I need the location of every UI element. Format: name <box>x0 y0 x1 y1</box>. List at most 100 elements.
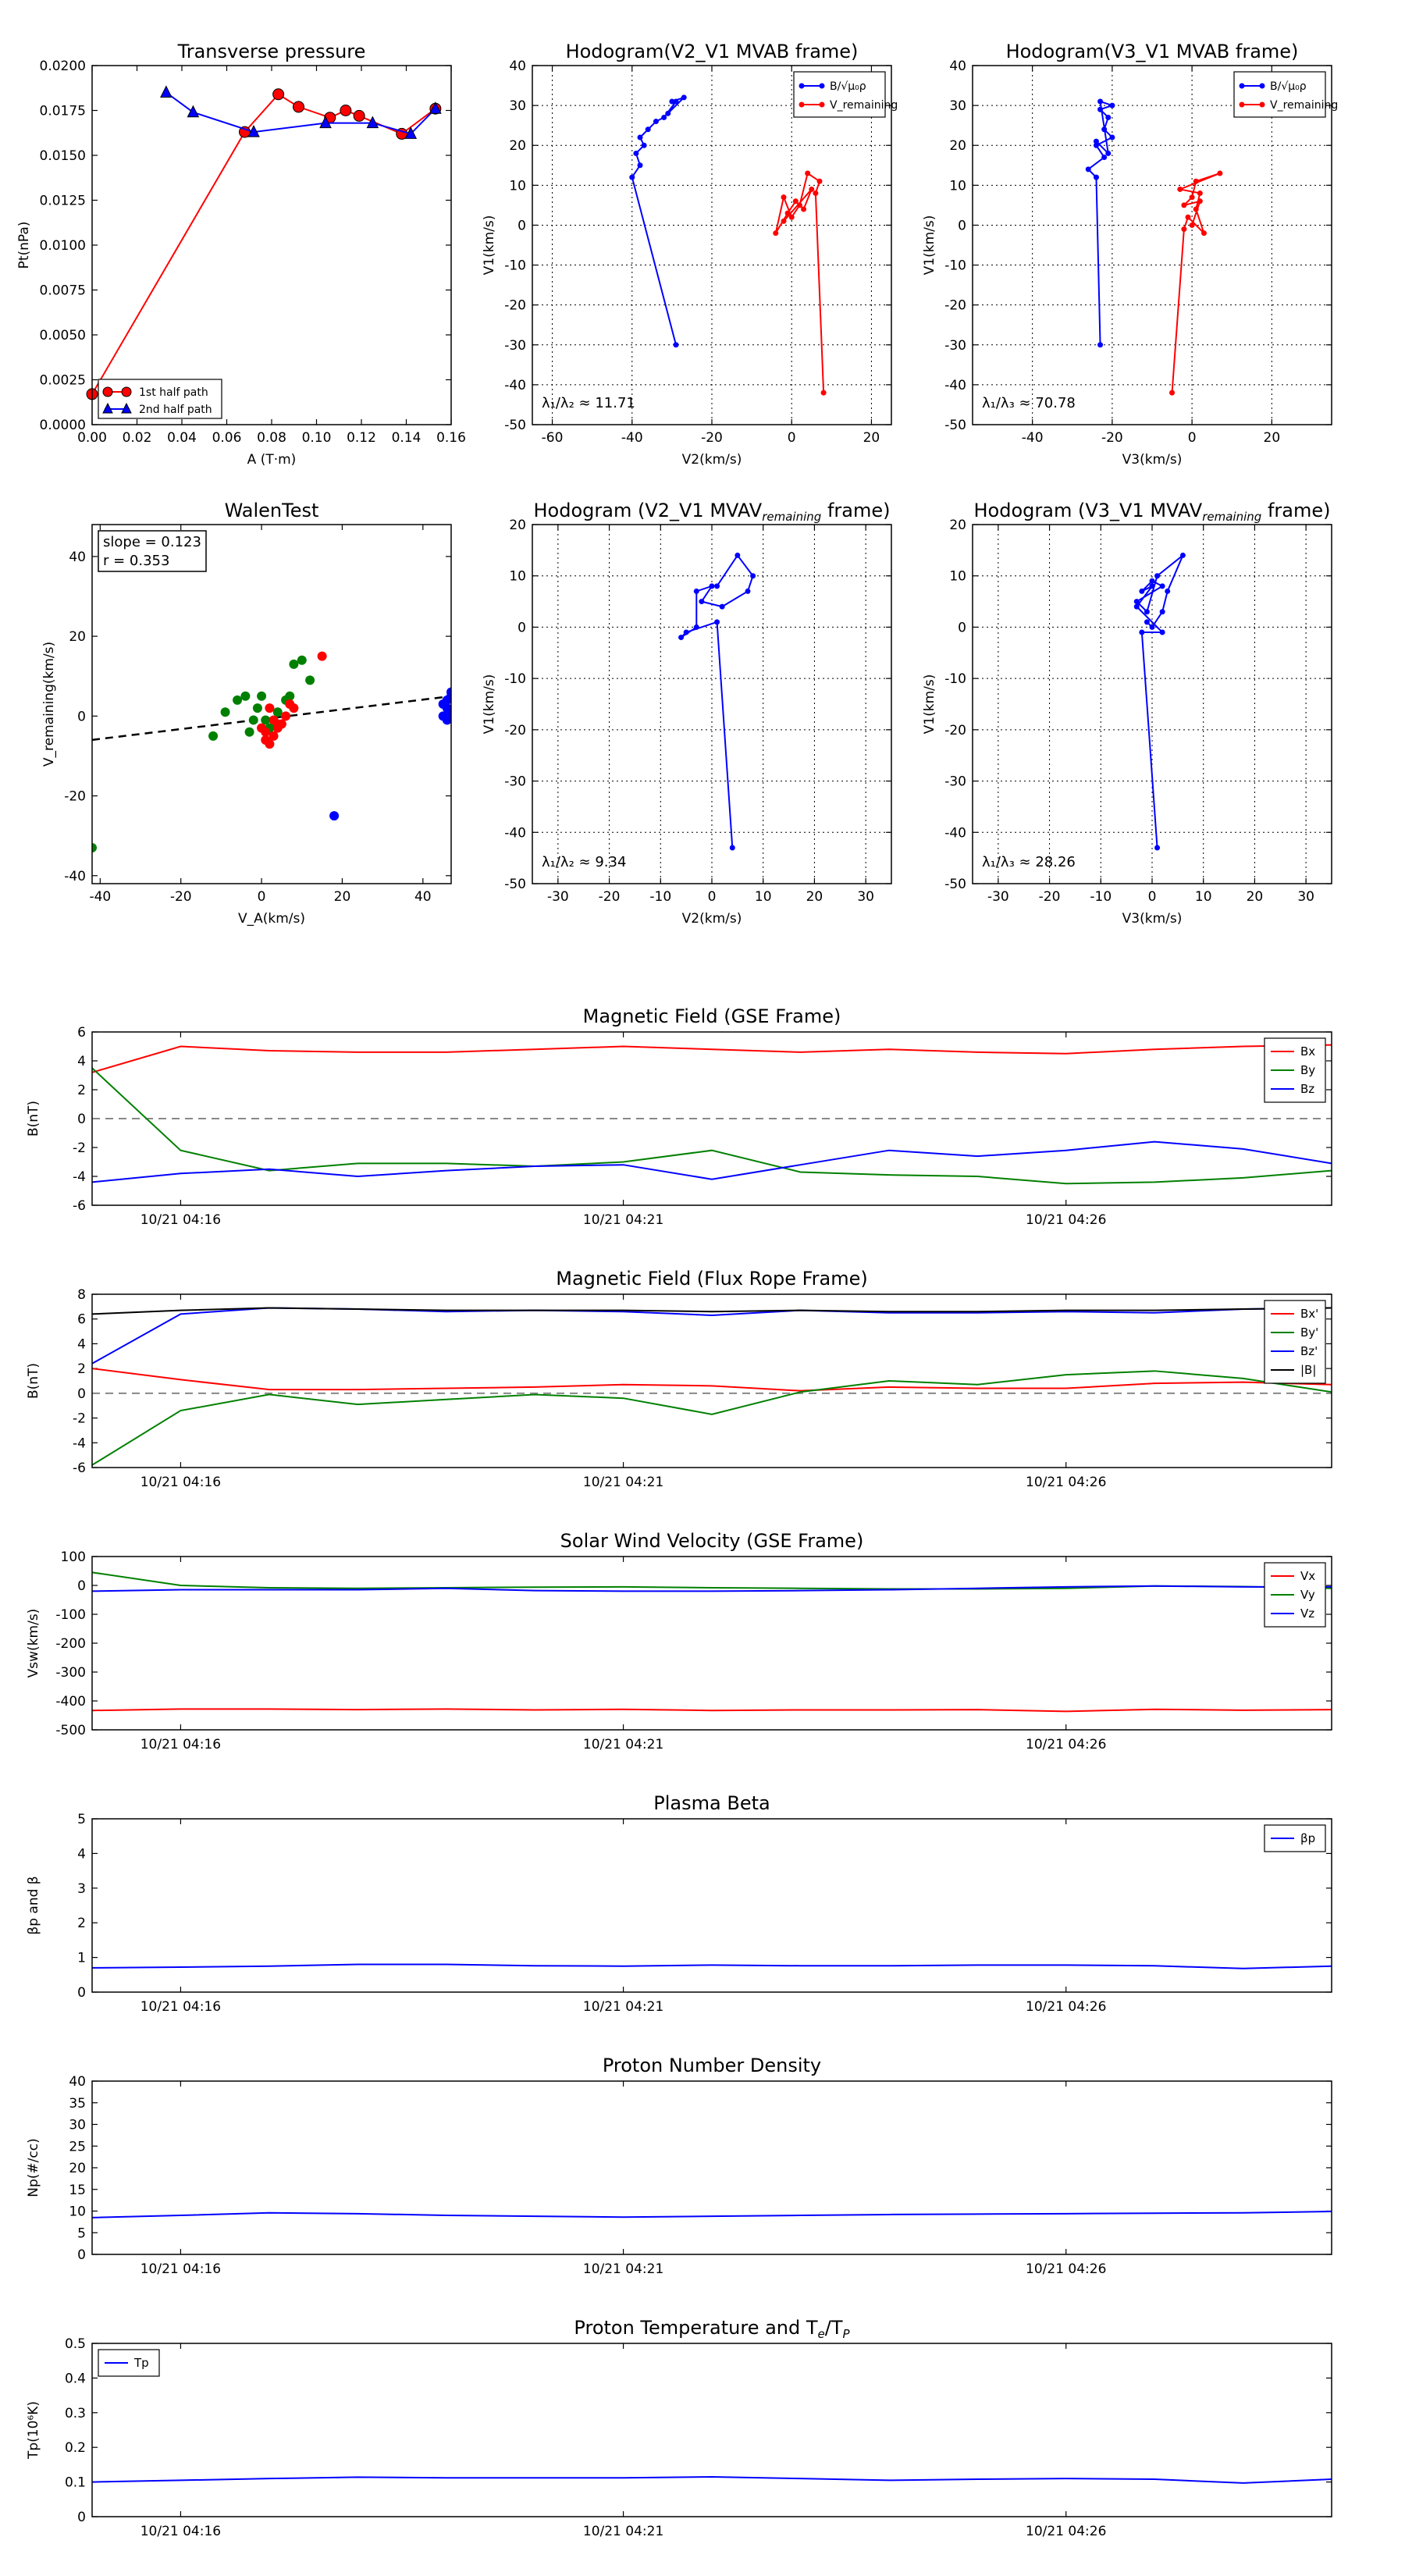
timeseries-panel-2: -6 -4 -2 0 2 4 6 8 10/21 04:16 10/21 04:21 10/21 0… <box>26 1268 1332 1490</box>
y-tick-label: 40 <box>949 59 966 74</box>
y-axis-label: Vsw(km/s) <box>26 1609 41 1678</box>
panel-title: Magnetic Field (Flux Rope Frame) <box>556 1268 867 1290</box>
y-axis-label: V1(km/s) <box>482 674 497 735</box>
y-tick-label: 0.1 <box>65 2475 86 2491</box>
series-line <box>92 1140 1332 1183</box>
x-tick-label: 0.04 <box>167 430 197 446</box>
time-tick-label: 10/21 04:26 <box>1026 1212 1106 1228</box>
data-point <box>796 202 802 208</box>
scatter-point <box>442 715 451 725</box>
series-line <box>1087 100 1115 345</box>
y-tick-label: 20 <box>949 138 966 154</box>
title-subscript: remaining <box>762 510 821 524</box>
y-tick-label: 5 <box>77 1812 86 1827</box>
data-point <box>709 583 715 589</box>
y-tick-label: 20 <box>509 138 526 154</box>
series-line <box>92 1067 1332 1185</box>
y-tick-label: 15 <box>69 2183 86 2198</box>
x-tick-label: -20 <box>1101 430 1123 446</box>
data-point <box>1133 599 1140 605</box>
x-tick-label: 0 <box>258 889 266 905</box>
data-point <box>1109 134 1115 141</box>
time-tick-label: 10/21 04:16 <box>140 1737 221 1752</box>
y-tick-label: -50 <box>504 418 526 433</box>
x-tick-label: 0.08 <box>257 430 286 446</box>
series-line <box>92 1708 1332 1713</box>
y-tick-label: 0 <box>77 1112 86 1127</box>
data-point <box>781 194 787 201</box>
data-point <box>1139 588 1145 594</box>
legend: B/√μ₀ρ V_remaining <box>793 71 898 118</box>
data-point <box>1217 170 1223 176</box>
ratio-annotation: λ₁/λ₃ ≈ 28.26 <box>982 854 1076 870</box>
title-subscript: e <box>818 2327 825 2341</box>
series-line <box>92 1307 1332 1315</box>
data-point <box>719 603 725 610</box>
plot-frame <box>91 1031 1332 1206</box>
data-point <box>1154 573 1161 579</box>
y-tick-label: 0 <box>77 1578 86 1594</box>
scatter-point <box>252 703 262 713</box>
y-tick-label: 40 <box>509 59 526 74</box>
time-tick-label: 10/21 04:16 <box>140 2524 221 2539</box>
data-point <box>784 210 791 216</box>
y-tick-label: -20 <box>944 298 966 314</box>
data-point <box>714 619 720 625</box>
data-point <box>641 142 647 148</box>
data-point <box>745 588 751 594</box>
x-tick-label: 0.06 <box>212 430 242 446</box>
x-tick-label: -40 <box>1022 430 1044 446</box>
x-tick-label: 0.12 <box>347 430 376 446</box>
x-tick-label: -20 <box>170 889 192 905</box>
legend-label: Bx' <box>1300 1307 1318 1321</box>
legend-label: Bz <box>1300 1082 1314 1096</box>
data-point <box>653 119 659 125</box>
data-point <box>1165 588 1171 594</box>
legend: Tp <box>98 2349 160 2377</box>
data-point <box>366 116 379 129</box>
y-tick-label: 0.0025 <box>40 373 86 389</box>
y-tick-label: 2 <box>77 1916 86 1931</box>
x-tick-label: 0.02 <box>123 430 152 446</box>
data-point <box>805 170 811 176</box>
scatter-point <box>272 707 283 717</box>
data-point <box>729 845 735 851</box>
scatter-point <box>233 695 243 705</box>
data-point <box>1149 578 1155 584</box>
data-point <box>1105 114 1112 120</box>
scatter-point <box>269 731 279 741</box>
y-axis-label: Np(#/cc) <box>26 2138 41 2197</box>
x-tick-label: 10 <box>755 889 772 905</box>
scatter-point <box>265 703 275 713</box>
y-tick-label: 0 <box>77 1985 86 2001</box>
x-tick-label: -10 <box>649 889 671 905</box>
chart-title: Hodogram(V3_V1 MVAB frame) <box>1006 41 1299 62</box>
y-tick-label: 0.0075 <box>40 283 86 299</box>
scatter-point <box>289 659 299 669</box>
x-tick-label: 20 <box>334 889 351 905</box>
y-tick-label: 0.0000 <box>40 418 86 433</box>
timeseries-panel-4: 0 1 2 3 4 5 10/21 04:16 10/21 04:21 10/21 04:26 P… <box>26 1792 1332 2015</box>
time-tick-label: 10/21 04:16 <box>140 1475 221 1490</box>
ratio-annotation: λ₁/λ₂ ≈ 9.34 <box>542 854 626 870</box>
legend-label: |B| <box>1300 1363 1316 1377</box>
time-tick-label: 10/21 04:21 <box>583 1212 663 1228</box>
series-line <box>92 1307 1332 1364</box>
y-tick-label: 0 <box>77 709 86 724</box>
data-point <box>1097 98 1104 105</box>
time-tick-label: 10/21 04:26 <box>1026 1475 1106 1490</box>
timeseries-panel-5: 0 5 10 15 20 25 30 35 40 10/21 04:16 10/21 04:21 10… <box>26 2055 1332 2277</box>
x-tick-label: 0 <box>1188 430 1197 446</box>
series-line <box>92 93 436 395</box>
scatter-point <box>285 691 295 701</box>
ratio-annotation: λ₁/λ₂ ≈ 11.71 <box>542 395 635 411</box>
data-point <box>1197 198 1203 205</box>
y-tick-label: 0.3 <box>65 2406 86 2421</box>
data-point <box>1179 552 1186 558</box>
ratio-annotation: λ₁/λ₃ ≈ 70.78 <box>982 395 1076 411</box>
y-axis-label: Pt(nPa) <box>16 222 32 269</box>
series-line <box>92 1368 1332 1392</box>
title-main: Solar Wind Velocity (GSE Frame) <box>560 1530 864 1552</box>
series-line <box>680 553 754 849</box>
legend-label: 2nd half path <box>139 404 212 416</box>
